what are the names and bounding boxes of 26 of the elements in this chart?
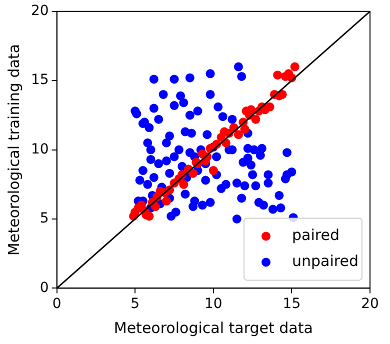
x-tick-label: 0 (52, 296, 62, 312)
x-axis-title: Meteorological target data (114, 318, 313, 337)
x-tick-label: 5 (130, 296, 140, 312)
point (208, 166, 218, 176)
point (290, 62, 300, 72)
point (240, 124, 250, 134)
point (150, 202, 160, 212)
x-tick-label: 15 (282, 296, 301, 312)
y-tick-label: 5 (40, 210, 49, 227)
point (179, 180, 188, 189)
x-tick-label: 20 (361, 296, 379, 312)
point (234, 130, 243, 140)
y-axis-title: Meteorological training data (4, 44, 23, 256)
point (220, 127, 229, 136)
y-tick-label: 20 (30, 3, 49, 20)
y-tick-label: 10 (30, 141, 49, 158)
point (273, 70, 282, 80)
point (251, 114, 260, 124)
point (188, 168, 198, 178)
point (162, 196, 171, 206)
y-tick-label: 0 (40, 280, 49, 296)
legend-label: unpaired (292, 252, 358, 270)
legend-label: paired (292, 226, 340, 244)
y-tick-label: 15 (30, 72, 49, 88)
x-tick-label: 10 (204, 296, 222, 312)
point (265, 102, 274, 112)
